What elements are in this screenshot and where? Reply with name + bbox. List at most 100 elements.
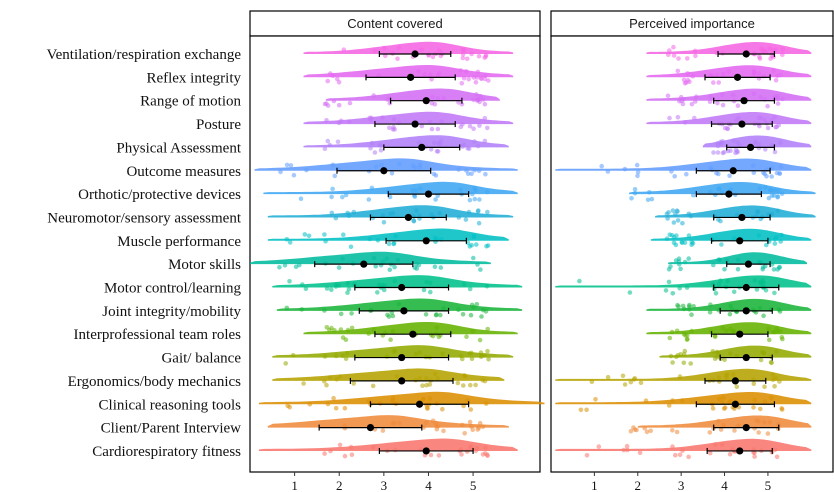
data-point [680,101,686,107]
data-point [419,47,425,52]
data-point [470,191,475,197]
data-point [324,118,329,123]
data-point [769,262,775,267]
data-point [776,122,781,128]
data-point [392,264,397,270]
data-point [628,428,634,434]
data-point [337,442,343,448]
data-point [471,97,476,103]
data-point [710,349,716,354]
data-point [689,101,695,107]
violin-clinical-reasoning-tools [258,391,545,405]
data-point [715,150,721,155]
data-point [291,172,297,178]
data-point [464,334,469,340]
data-point [767,337,772,343]
mean-point [725,190,733,198]
data-point [372,48,378,54]
mean-point [422,97,430,105]
data-point [345,280,351,286]
data-point [777,171,782,176]
data-point [772,384,777,389]
data-point [735,257,741,263]
data-point [780,336,785,342]
data-point [322,451,327,456]
data-point [369,115,374,121]
data-point [685,56,690,61]
data-point [725,278,730,284]
data-point [728,351,733,356]
data-point [684,285,690,290]
data-point [708,94,713,100]
data-point [417,165,423,170]
data-point [381,287,387,293]
data-point [416,69,421,74]
data-point [764,174,769,179]
data-point [479,314,484,319]
data-point [389,170,395,176]
data-point [329,194,334,200]
chart-marks [250,41,816,460]
data-point [478,267,483,272]
category-label-joint-integrity-mobility: Joint integrity/mobility [102,304,241,320]
mean-point [418,143,426,151]
data-point [666,279,672,285]
data-point [371,255,377,261]
data-point [712,356,718,362]
data-point [731,289,737,295]
data-point [307,402,313,407]
facet-strip-content-covered [249,10,541,37]
data-point [471,126,476,131]
category-label-posture: Posture [196,117,241,133]
data-point [458,187,463,193]
data-point [328,448,333,454]
data-point [477,123,482,128]
data-point [288,163,294,168]
data-point [351,209,357,215]
facet-title-content-covered: Content covered [347,16,442,31]
data-point [735,103,741,108]
data-point [462,431,468,436]
data-point [769,174,774,179]
violin-client-parent-interview [267,415,509,428]
data-point [775,101,781,106]
x-tick-label: 5 [765,478,772,492]
data-point [336,283,342,288]
data-point [762,48,767,53]
mean-point [411,50,419,58]
data-point [342,453,348,459]
data-point [733,192,738,198]
data-point [331,395,336,401]
data-point [769,53,775,59]
data-point [692,115,697,121]
data-point [686,233,692,238]
data-point [667,48,672,53]
data-point [417,375,423,381]
data-point [480,378,486,383]
data-point [720,92,725,97]
data-point [761,170,766,176]
data-point [325,78,331,84]
data-point [772,149,778,155]
data-point [589,379,595,385]
data-point [473,80,479,85]
mean-point [742,283,750,292]
data-point [756,259,762,265]
data-point [719,242,724,247]
data-point [371,93,377,98]
category-label-outcome-measures: Outcome measures [126,164,241,180]
data-point [377,401,383,406]
data-point [306,233,312,239]
data-point [689,328,694,334]
data-point [710,281,716,287]
x-tick-label: 4 [721,478,728,492]
data-point [751,405,756,410]
data-point [762,419,767,425]
category-label-orthotic-protective-devices: Orthotic/protective devices [78,187,241,203]
data-point [599,163,604,169]
data-point [720,400,725,405]
data-point [477,420,483,426]
data-point [323,239,328,244]
data-point [628,379,634,385]
